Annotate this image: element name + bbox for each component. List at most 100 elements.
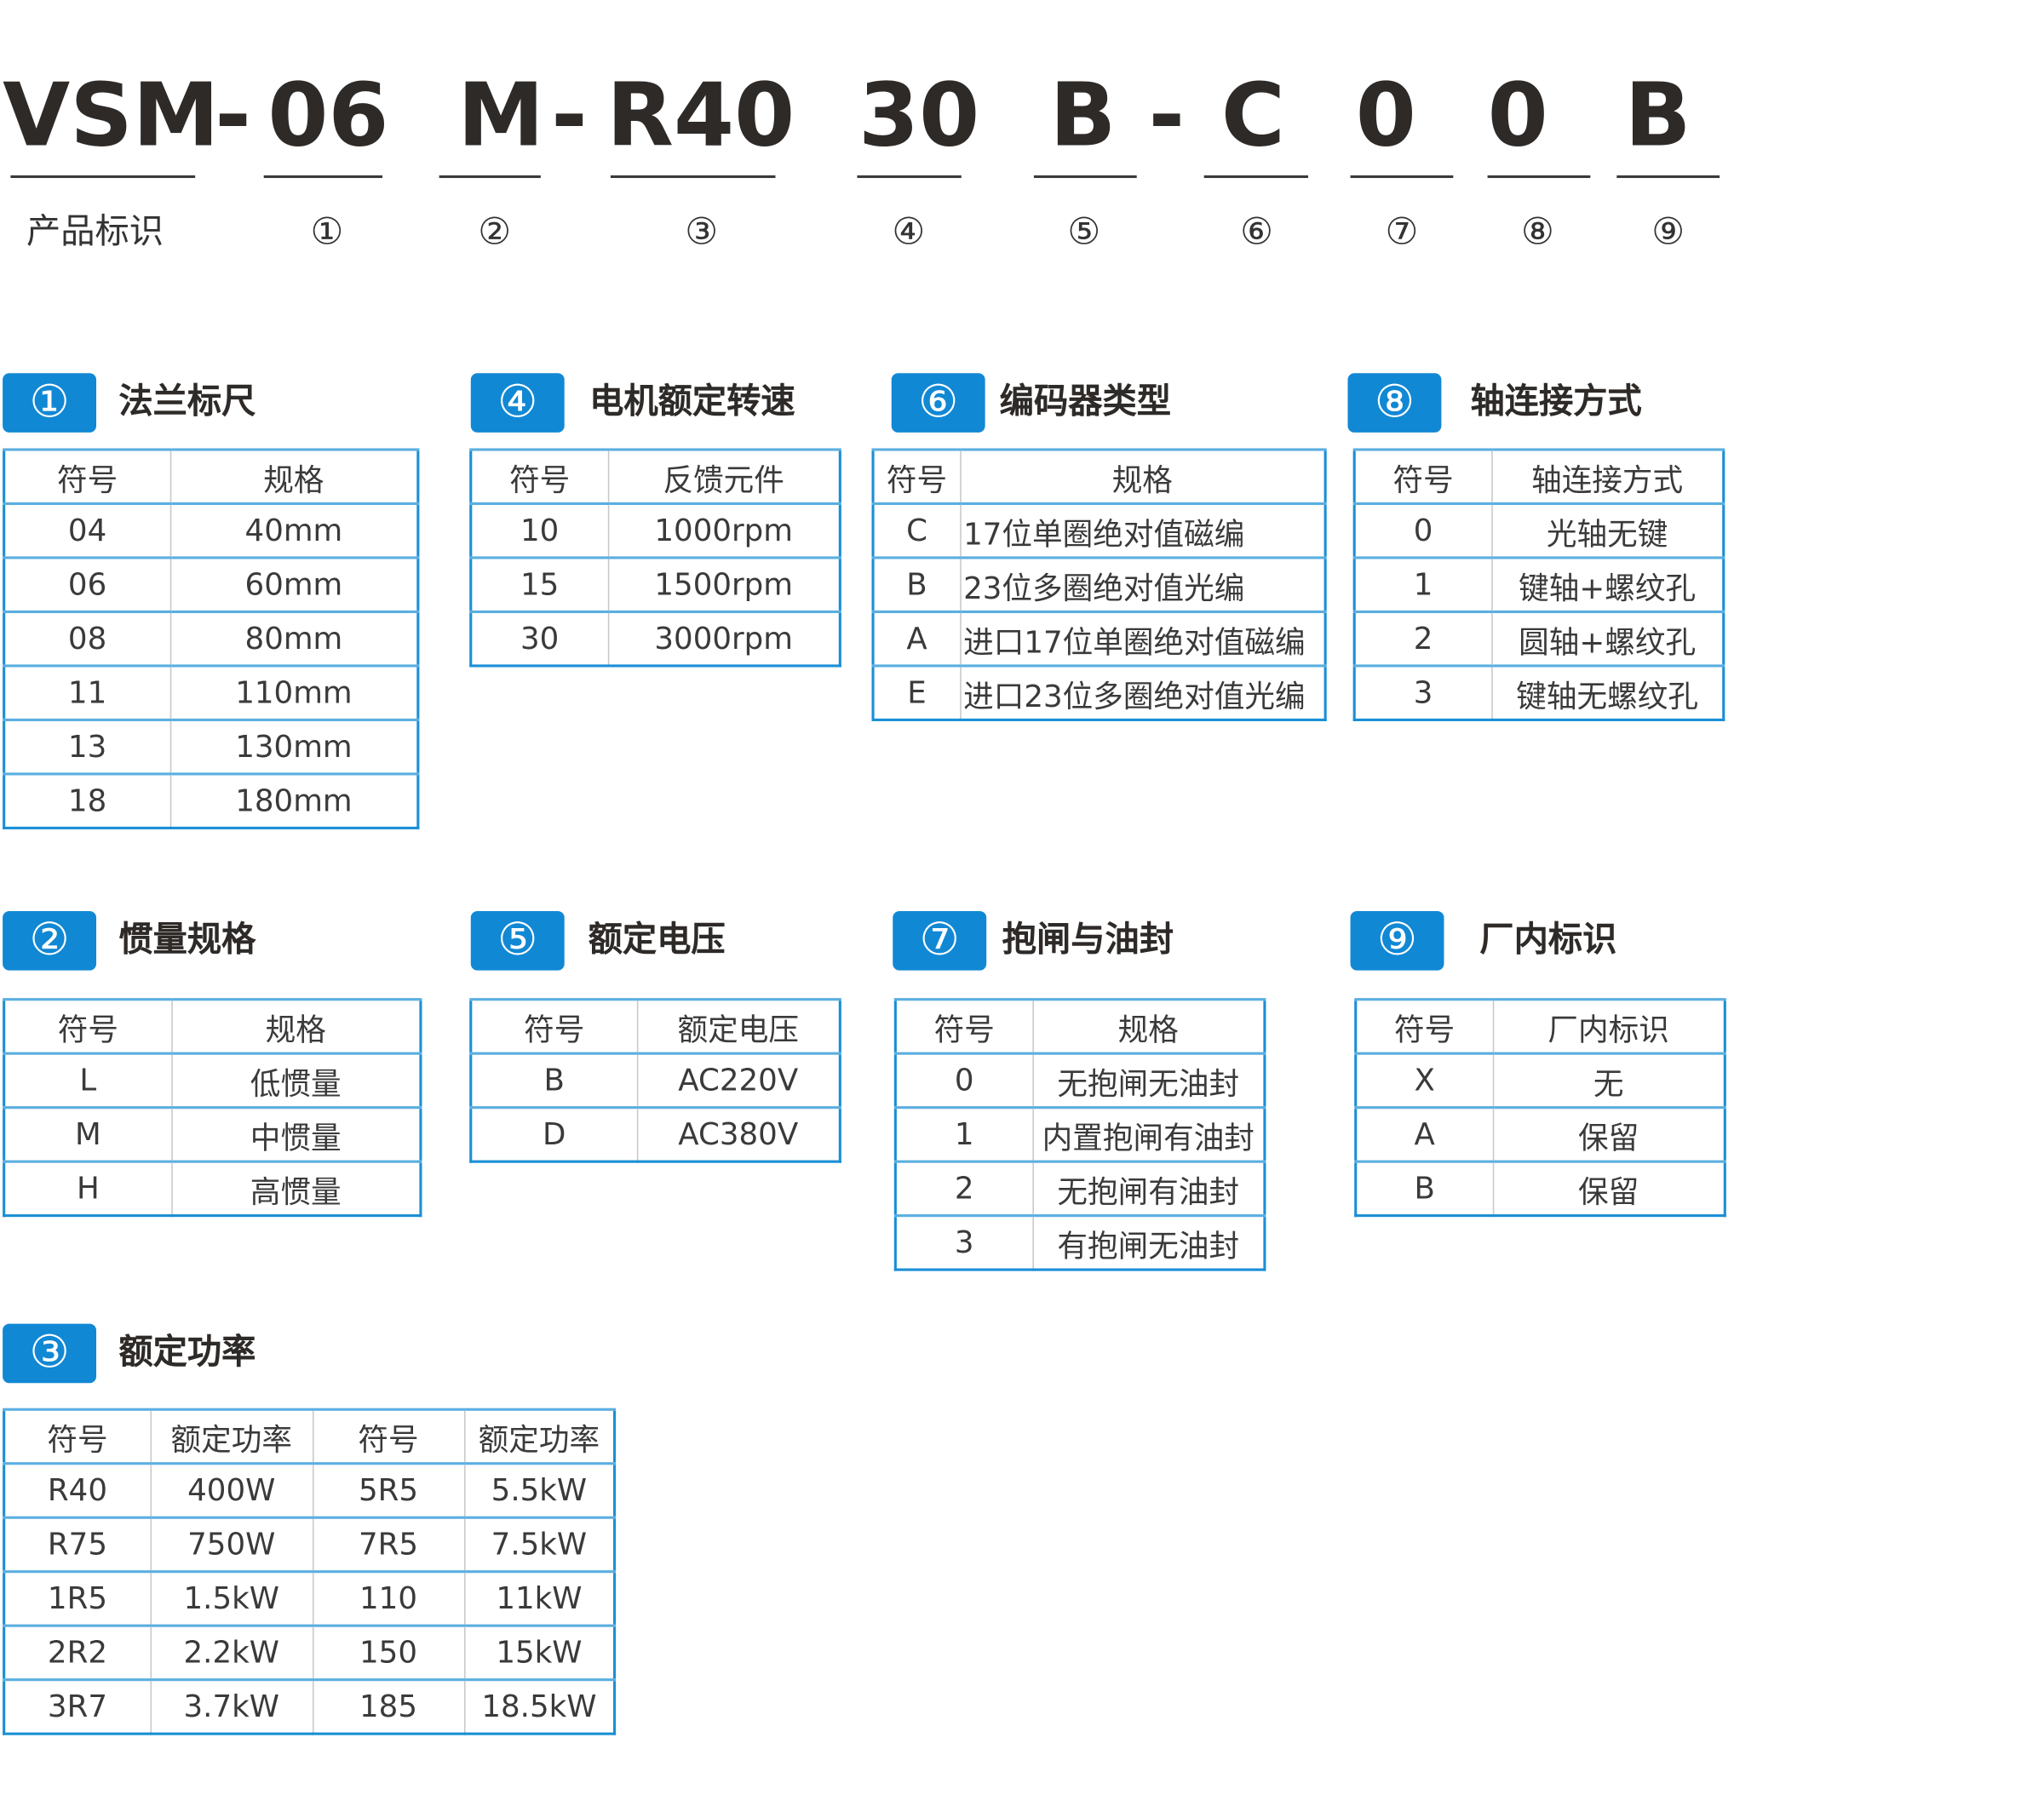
spec-table: 符号 规格 L 低惯量 M 中惯量 H 高惯量 — [3, 998, 422, 1218]
section-title: 抱闸与油封 — [1002, 920, 1174, 960]
value-cell: 进口17位单圈绝对值磁编 — [959, 610, 1326, 666]
column-header: 轴连接方式 — [1490, 448, 1724, 504]
position-marker: ⑥ — [1240, 209, 1274, 254]
symbol-cell: 08 — [3, 610, 170, 666]
column-header: 符号 — [470, 998, 637, 1054]
table-row: 2 无抱闸有油封 — [894, 1160, 1265, 1216]
value-cell: 17位单圈绝对值磁编 — [959, 502, 1326, 558]
symbol-cell: 2 — [894, 1160, 1033, 1216]
section-number-badge: ⑨ — [1350, 910, 1444, 971]
code-underline — [1616, 175, 1720, 179]
table-row: 13 130mm — [3, 718, 418, 774]
code-underline — [1350, 175, 1454, 179]
symbol-cell: 11 — [3, 664, 170, 720]
symbol-cell: 1 — [1353, 556, 1492, 612]
position-marker: ⑤ — [1067, 209, 1101, 254]
column-header: 额定功率 — [463, 1408, 615, 1464]
code-separator: - — [551, 64, 588, 167]
symbol-cell: H — [3, 1160, 172, 1216]
table-header-row: 符号 规格 — [3, 998, 421, 1054]
table-header-row: 符号 额定电压 — [470, 998, 841, 1054]
section-number-badge: ⑤ — [470, 910, 565, 971]
section-title: 厂内标识 — [1479, 920, 1617, 960]
column-header: 规格 — [169, 448, 418, 504]
table-row: 3R7 3.7kW 185 18.5kW — [3, 1678, 615, 1735]
value-cell: 40mm — [169, 502, 418, 558]
spec-table: 符号 规格 C 17位单圈绝对值磁编 B 23位多圈绝对值光编 A 进口17位单圈绝对值磁编 E… — [871, 448, 1327, 721]
column-header: 反馈元件 — [607, 448, 841, 504]
table-row: A 进口17位单圈绝对值磁编 — [872, 610, 1326, 666]
table-row: R75 750W 7R5 7.5kW — [3, 1516, 615, 1572]
position-marker: ② — [478, 209, 512, 254]
code-separator: - — [215, 64, 251, 167]
value-cell: 中惯量 — [170, 1106, 421, 1162]
value-cell: 1.5kW — [149, 1570, 313, 1626]
column-header: 符号 — [872, 448, 961, 504]
table-row: M 中惯量 — [3, 1106, 421, 1162]
code-segment: B — [1624, 64, 1691, 167]
table-row: B 23位多圈绝对值光编 — [872, 556, 1326, 612]
column-header: 符号 — [312, 1408, 465, 1464]
section-number-badge: ⑧ — [1347, 373, 1442, 433]
table-row: 0 无抱闸无油封 — [894, 1052, 1265, 1108]
symbol-cell: 3 — [1353, 664, 1492, 720]
symbol-cell: 30 — [470, 610, 608, 666]
spec-table: 符号 反馈元件 10 1000rpm 15 1500rpm 30 3000rpm — [469, 448, 841, 668]
code-separator: - — [1148, 64, 1186, 167]
code-segment: B — [1049, 64, 1117, 167]
value-cell: 圆轴+螺纹孔 — [1490, 610, 1724, 666]
section-number-badge: ⑦ — [893, 910, 987, 971]
column-header: 符号 — [1353, 448, 1492, 504]
position-marker: ① — [310, 209, 344, 254]
spec-table: 符号 规格 04 40mm 06 60mm 08 80mm 11 110mm 13 130mm 18 18… — [3, 448, 420, 829]
symbol-cell: M — [3, 1106, 172, 1162]
spec-table: 符号 额定功率 符号 额定功率 R40 400W 5R5 5.5kW R75 750W 7R5 7.5… — [3, 1408, 617, 1735]
symbol-cell: 06 — [3, 556, 170, 612]
section-title: 惯量规格 — [118, 920, 256, 960]
position-marker: ⑧ — [1520, 209, 1554, 254]
position-marker: ⑨ — [1651, 209, 1685, 254]
table-row: 1 键轴+螺纹孔 — [1353, 556, 1724, 612]
symbol-cell: B — [872, 556, 961, 612]
value-cell: 80mm — [169, 610, 418, 666]
table-row: 1 内置抱闸有油封 — [894, 1106, 1265, 1162]
section-number-badge: ③ — [3, 1323, 97, 1384]
section-number-badge: ⑥ — [891, 373, 985, 433]
code-segment: 06 — [267, 64, 389, 167]
symbol-cell: E — [872, 664, 961, 720]
column-header: 符号 — [3, 448, 170, 504]
symbol-cell: A — [1354, 1106, 1493, 1162]
symbol-cell: X — [1354, 1052, 1493, 1108]
symbol-cell: B — [470, 1052, 637, 1108]
table-row: 04 40mm — [3, 502, 418, 558]
table-row: R40 400W 5R5 5.5kW — [3, 1462, 615, 1518]
table-row: E 进口23位多圈绝对值光编 — [872, 664, 1326, 720]
value-cell: 光轴无键 — [1490, 502, 1724, 558]
symbol-cell: A — [872, 610, 961, 666]
code-underline — [1203, 175, 1309, 179]
column-header: 符号 — [3, 1408, 151, 1464]
value-cell: 有抱闸无油封 — [1031, 1214, 1265, 1270]
symbol-cell: 10 — [470, 502, 608, 558]
table-row: 0 光轴无键 — [1353, 502, 1724, 558]
value-cell: 60mm — [169, 556, 418, 612]
table-row: 11 110mm — [3, 664, 418, 720]
spec-table: 符号 厂内标识 X 无 A 保留 B 保留 — [1354, 998, 1726, 1218]
symbol-cell: 1R5 — [3, 1570, 151, 1626]
column-header: 符号 — [470, 448, 608, 504]
value-cell: 400W — [149, 1462, 313, 1518]
table-row: 30 3000rpm — [470, 610, 841, 666]
table-row: C 17位单圈绝对值磁编 — [872, 502, 1326, 558]
symbol-cell: 185 — [312, 1678, 465, 1735]
value-cell: 键轴+螺纹孔 — [1490, 556, 1724, 612]
value-cell: 保留 — [1492, 1106, 1725, 1162]
symbol-cell: 150 — [312, 1624, 465, 1680]
value-cell: 15kW — [463, 1624, 615, 1680]
table-row: 2 圆轴+螺纹孔 — [1353, 610, 1724, 666]
symbol-cell: 13 — [3, 718, 170, 774]
value-cell: 11kW — [463, 1570, 615, 1626]
value-cell: 进口23位多圈绝对值光编 — [959, 664, 1326, 720]
symbol-cell: 1 — [894, 1106, 1033, 1162]
table-row: 18 180mm — [3, 772, 418, 829]
